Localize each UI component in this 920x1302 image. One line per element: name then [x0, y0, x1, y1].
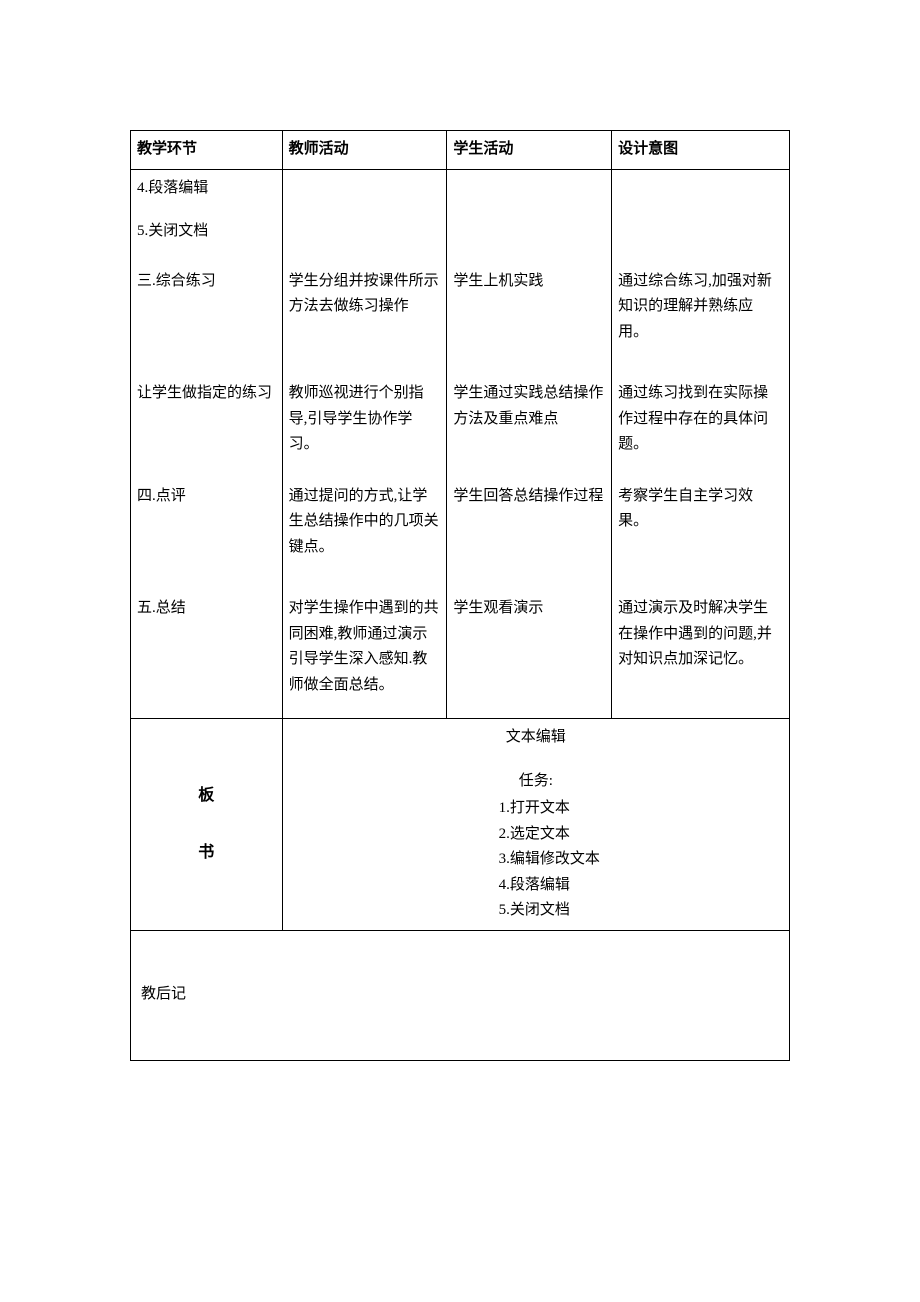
teacher-text: 通过提问的方式,让学生总结操作中的几项关键点。	[289, 484, 441, 561]
teacher-text: 学生分组并按课件所示方法去做练习操作	[289, 269, 441, 320]
phase-text: 五.总结	[137, 596, 276, 622]
phase-text: 让学生做指定的练习	[137, 381, 276, 407]
board-content-cell: 文本编辑 任务: 1.打开文本 2.选定文本 3.编辑修改文本 4.段落编辑 5…	[282, 719, 789, 931]
cell-intent: 通过演示及时解决学生在操作中遇到的问题,并对知识点加深记忆。	[612, 566, 790, 719]
cell-intent	[612, 169, 790, 251]
cell-teacher	[282, 169, 447, 251]
board-title: 文本编辑	[289, 725, 783, 751]
teaching-notes-cell: 教后记	[131, 930, 790, 1060]
task-list: 1.打开文本 2.选定文本 3.编辑修改文本 4.段落编辑 5.关闭文档	[289, 796, 783, 924]
intent-text: 通过练习找到在实际操作过程中存在的具体问题。	[618, 381, 783, 458]
header-teacher-activity: 教师活动	[282, 131, 447, 170]
cell-student: 学生通过实践总结操作方法及重点难点	[447, 351, 612, 464]
header-design-intent: 设计意图	[612, 131, 790, 170]
intent-text: 考察学生自主学习效果。	[618, 484, 783, 535]
cell-phase: 让学生做指定的练习	[131, 351, 283, 464]
cell-intent: 通过综合练习,加强对新知识的理解并熟练应用。	[612, 251, 790, 352]
cell-phase: 三.综合练习	[131, 251, 283, 352]
board-row: 板 书 文本编辑 任务: 1.打开文本 2.选定文本 3.编辑修改文本 4.段落…	[131, 719, 790, 931]
student-text: 学生通过实践总结操作方法及重点难点	[453, 381, 605, 432]
board-char-1: 板	[137, 782, 276, 809]
cell-phase: 4.段落编辑 5.关闭文档	[131, 169, 283, 251]
student-text: 学生回答总结操作过程	[453, 484, 605, 510]
cell-student	[447, 169, 612, 251]
teaching-notes-label: 教后记	[141, 986, 186, 1002]
cell-teacher: 教师巡视进行个别指导,引导学生协作学习。	[282, 351, 447, 464]
cell-teacher: 对学生操作中遇到的共同困难,教师通过演示引导学生深入感知.教师做全面总结。	[282, 566, 447, 719]
lesson-plan-table: 教学环节 教师活动 学生活动 设计意图 4.段落编辑 5.关闭文档 三.综合练习…	[130, 130, 790, 1061]
cell-student: 学生回答总结操作过程	[447, 464, 612, 567]
table-row: 让学生做指定的练习 教师巡视进行个别指导,引导学生协作学习。 学生通过实践总结操…	[131, 351, 790, 464]
table-row: 三.综合练习 学生分组并按课件所示方法去做练习操作 学生上机实践 通过综合练习,…	[131, 251, 790, 352]
cell-teacher: 通过提问的方式,让学生总结操作中的几项关键点。	[282, 464, 447, 567]
intent-text: 通过综合练习,加强对新知识的理解并熟练应用。	[618, 269, 783, 346]
cell-phase: 四.点评	[131, 464, 283, 567]
teaching-notes-row: 教后记	[131, 930, 790, 1060]
phase-text: 三.综合练习	[137, 269, 276, 295]
task-item: 3.编辑修改文本	[499, 847, 783, 873]
board-task-label: 任务:	[289, 769, 783, 795]
header-teaching-phase: 教学环节	[131, 131, 283, 170]
cell-intent: 通过练习找到在实际操作过程中存在的具体问题。	[612, 351, 790, 464]
teacher-text: 教师巡视进行个别指导,引导学生协作学习。	[289, 381, 441, 458]
cell-intent: 考察学生自主学习效果。	[612, 464, 790, 567]
board-char-2: 书	[137, 839, 276, 866]
table-row: 4.段落编辑 5.关闭文档	[131, 169, 790, 251]
task-item: 1.打开文本	[499, 796, 783, 822]
task-item: 2.选定文本	[499, 822, 783, 848]
teacher-text: 对学生操作中遇到的共同困难,教师通过演示引导学生深入感知.教师做全面总结。	[289, 596, 441, 698]
table-row: 五.总结 对学生操作中遇到的共同困难,教师通过演示引导学生深入感知.教师做全面总…	[131, 566, 790, 719]
cell-student: 学生观看演示	[447, 566, 612, 719]
table-row: 四.点评 通过提问的方式,让学生总结操作中的几项关键点。 学生回答总结操作过程 …	[131, 464, 790, 567]
task-item: 4.段落编辑	[499, 873, 783, 899]
intent-text: 通过演示及时解决学生在操作中遇到的问题,并对知识点加深记忆。	[618, 596, 783, 673]
cell-student: 学生上机实践	[447, 251, 612, 352]
cell-phase: 五.总结	[131, 566, 283, 719]
cell-teacher: 学生分组并按课件所示方法去做练习操作	[282, 251, 447, 352]
phase-item: 5.关闭文档	[137, 219, 276, 245]
header-student-activity: 学生活动	[447, 131, 612, 170]
student-text: 学生观看演示	[453, 596, 605, 622]
board-label-cell: 板 书	[131, 719, 283, 931]
phase-item: 4.段落编辑	[137, 176, 276, 202]
phase-text: 四.点评	[137, 484, 276, 510]
task-item: 5.关闭文档	[499, 898, 783, 924]
table-header-row: 教学环节 教师活动 学生活动 设计意图	[131, 131, 790, 170]
student-text: 学生上机实践	[453, 269, 605, 295]
